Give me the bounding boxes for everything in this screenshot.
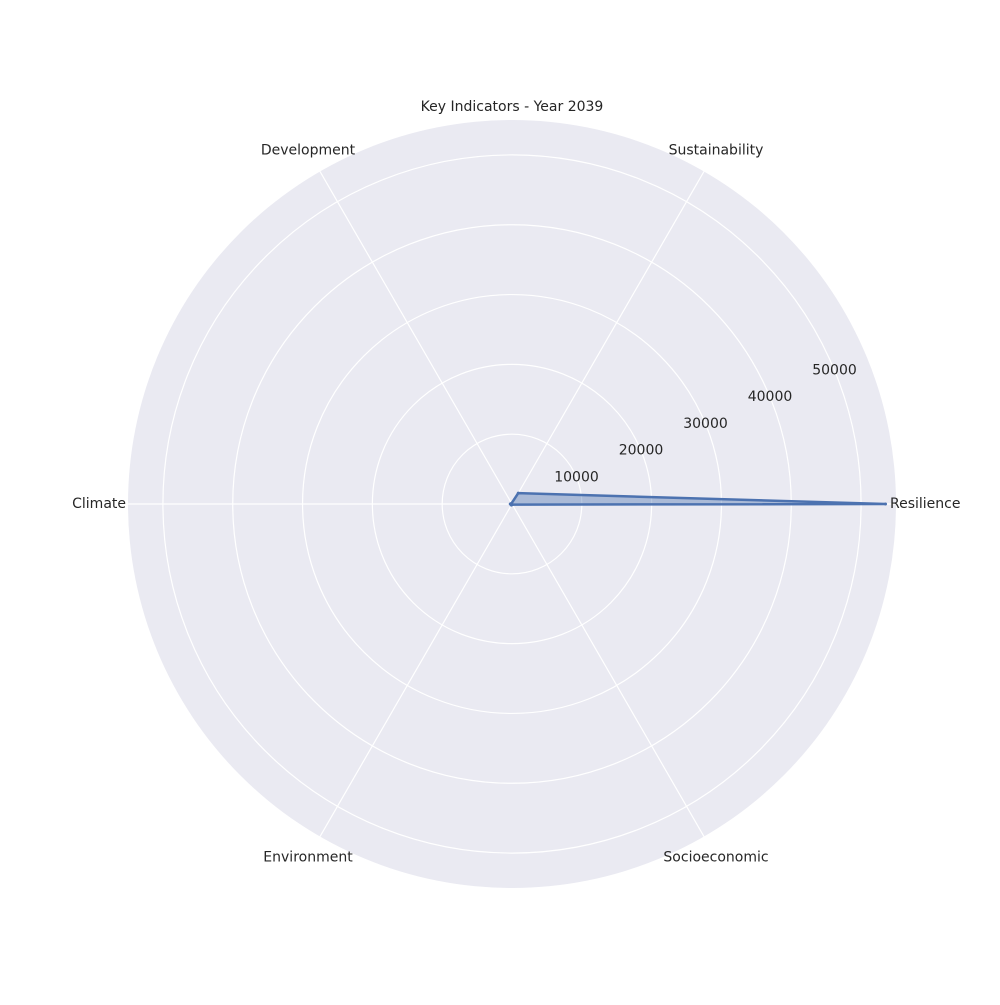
data-point-socioeconomic — [510, 503, 514, 507]
category-label-development: Development — [261, 143, 356, 159]
data-point-resilience — [884, 502, 888, 506]
radial-tick-labels: 10000 20000 30000 40000 50000 — [554, 362, 857, 485]
category-label-environment: Environment — [263, 849, 353, 865]
radial-tick-label: 10000 — [554, 469, 599, 485]
category-label-socioeconomic: Socioeconomic — [663, 849, 768, 865]
grid-spoke — [319, 171, 513, 505]
series-layer — [508, 491, 888, 507]
category-labels: Resilience Sustainability Development Clima… — [72, 143, 960, 866]
radial-tick-label: 50000 — [812, 362, 857, 378]
category-label-climate: Climate — [72, 496, 126, 512]
radial-tick-label: 40000 — [748, 389, 793, 405]
grid-spoke — [319, 503, 513, 837]
radial-tick-label: 30000 — [683, 416, 728, 432]
grid-spoke — [511, 503, 705, 837]
chart-title: Key Indicators - Year 2039 — [421, 99, 604, 115]
grid-spoke — [511, 171, 705, 505]
radial-tick-label: 20000 — [619, 443, 664, 459]
data-point-sustainability — [516, 491, 520, 495]
category-label-sustainability: Sustainability — [669, 143, 764, 159]
category-label-resilience: Resilience — [890, 496, 960, 512]
